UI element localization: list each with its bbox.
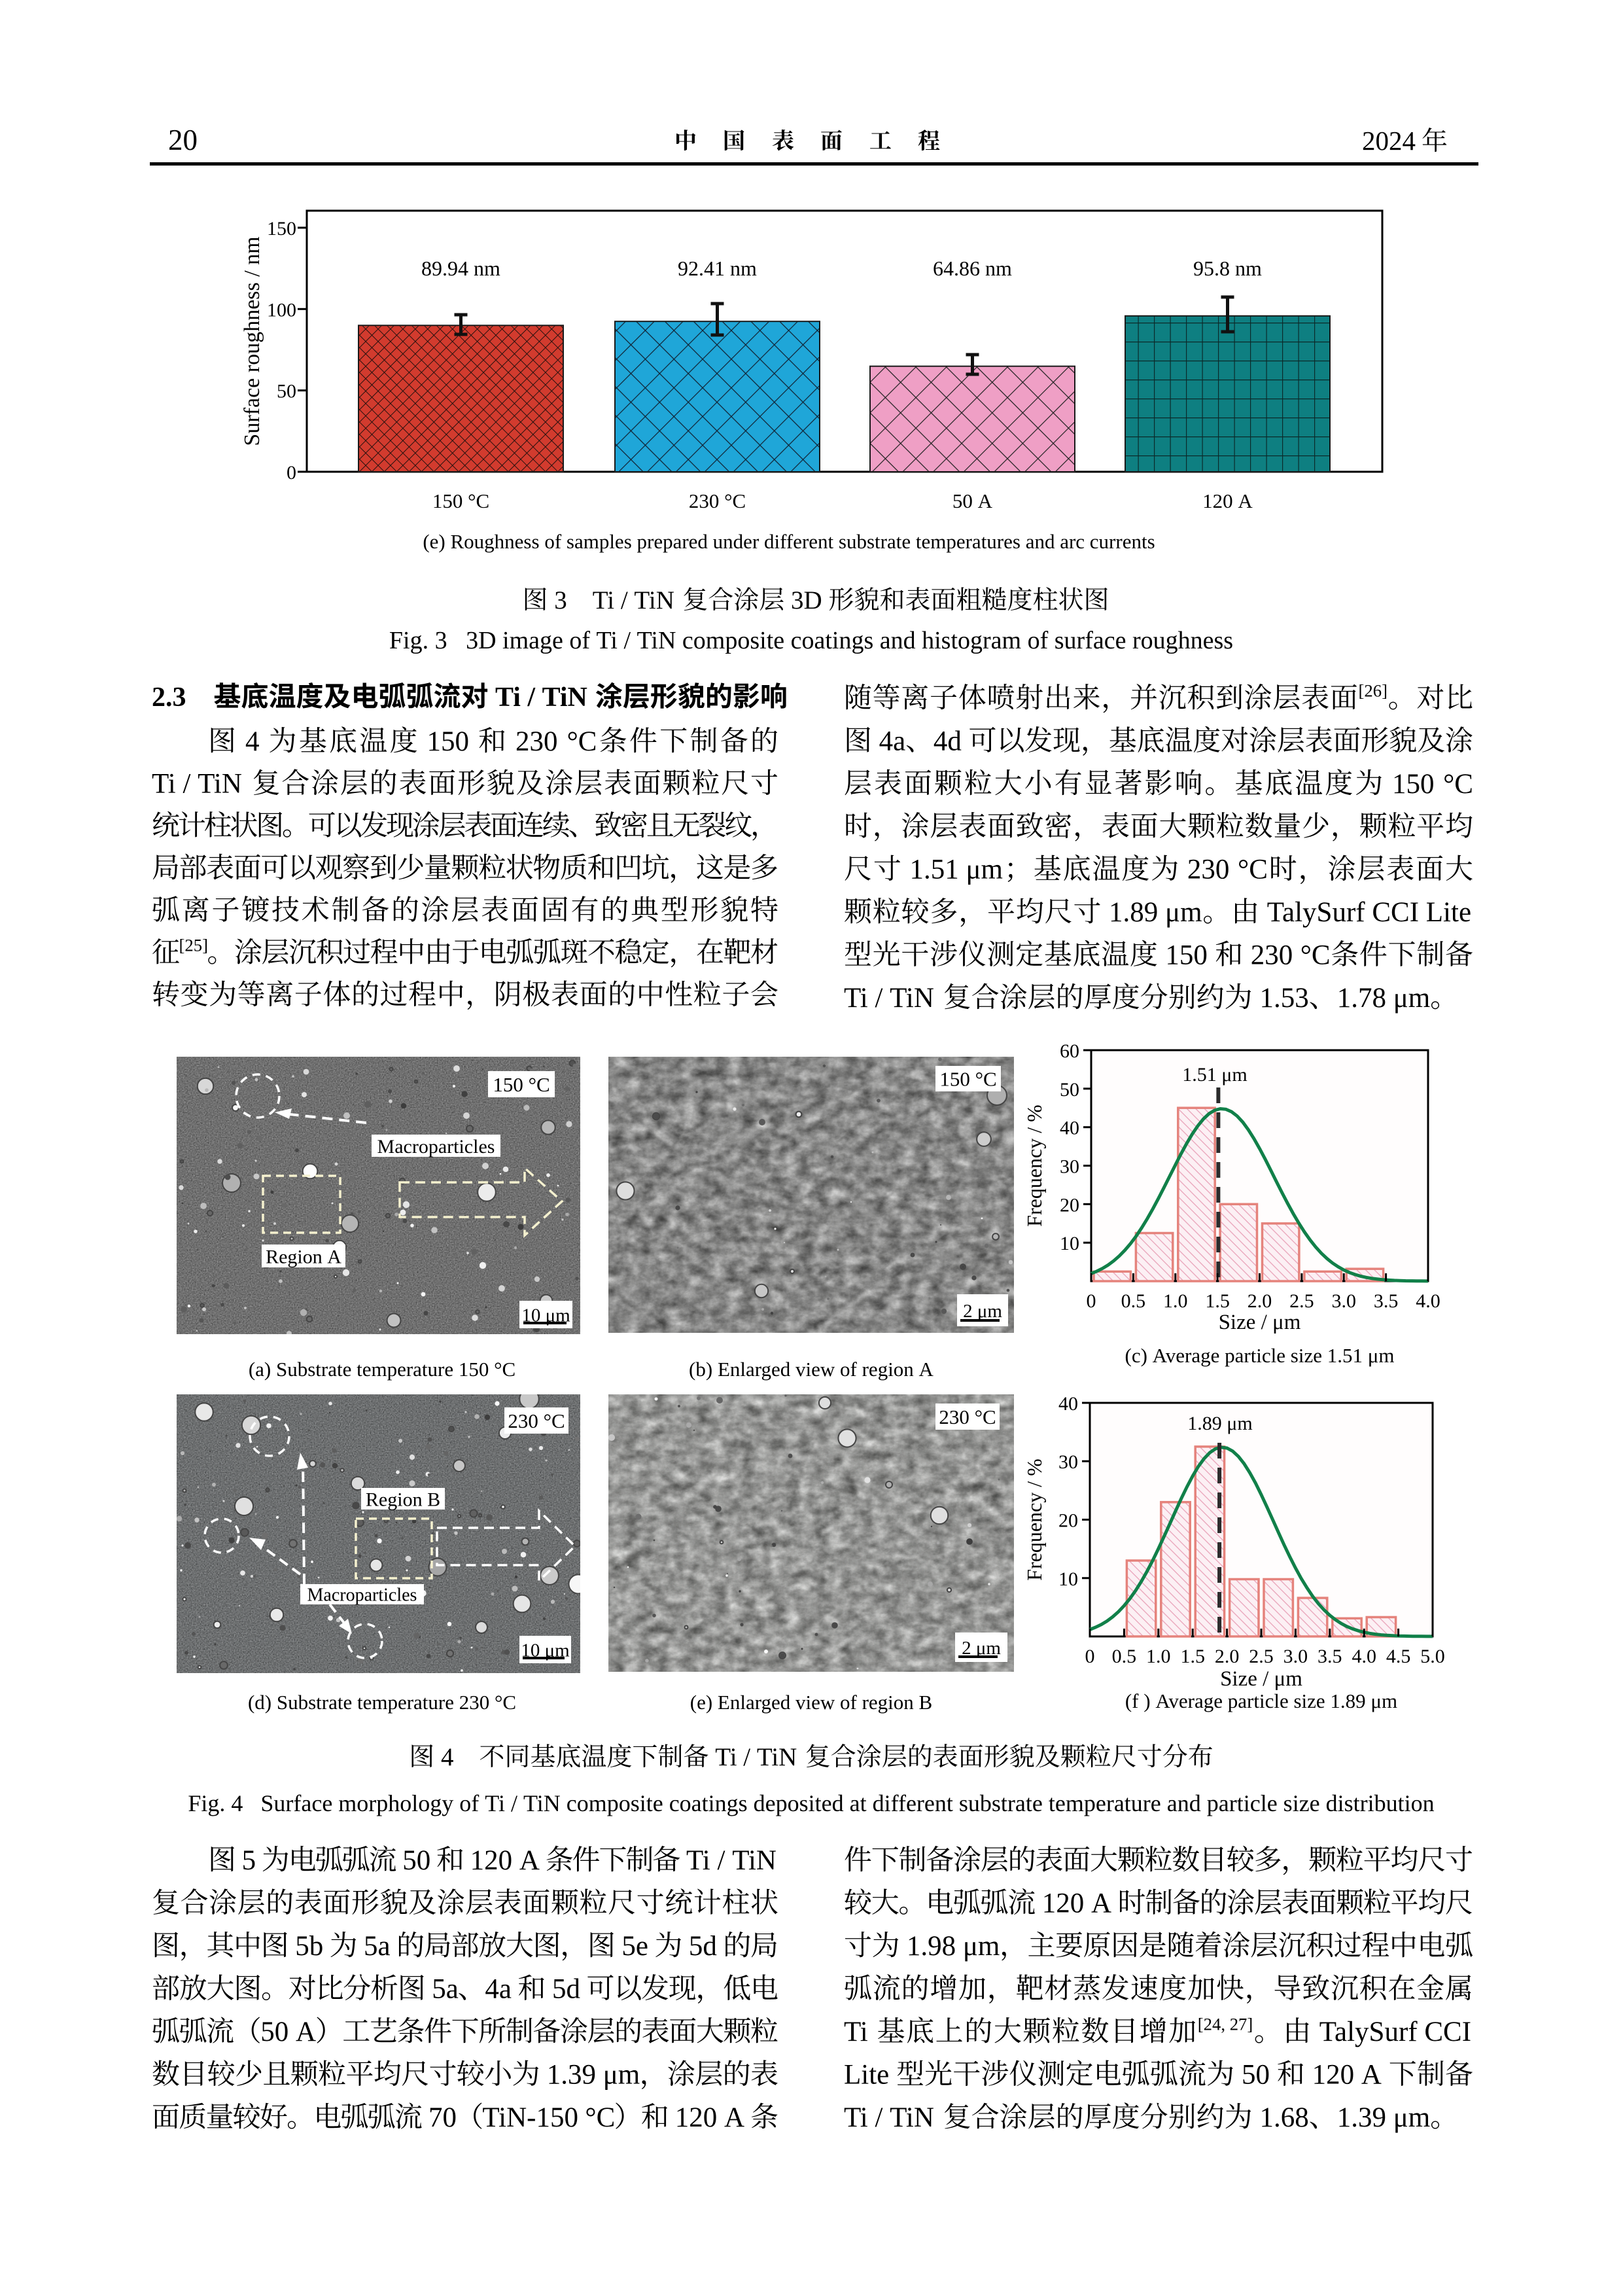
svg-text:1.39 μm: 1.39 μm [540,2060,640,2091]
svg-text:0.5: 0.5 [1121,1290,1146,1312]
svg-text:3.5: 3.5 [1374,1290,1399,1312]
svg-text:Ti / TiN: Ti / TiN [152,769,249,800]
svg-text:40: 40 [1060,1118,1079,1139]
svg-text:120 A: 120 A [1035,1888,1119,1919]
svg-text:150 °C: 150 °C [1385,769,1473,800]
svg-text:120 A: 120 A [1202,489,1253,512]
svg-text:Frequency / %: Frequency / % [1022,1104,1046,1227]
svg-text:Frequency / %: Frequency / % [1022,1458,1046,1581]
svg-text:89.94 nm: 89.94 nm [421,256,500,280]
svg-text:230 °C: 230 °C [939,1405,996,1428]
svg-text:3.5: 3.5 [1318,1646,1342,1667]
svg-text:5b 5a 5e 5d: 5b 5a 5e 5d [288,1931,724,1962]
svg-text:0: 0 [1085,1646,1095,1667]
svg-text:(b) Enlarged view of region A: (b) Enlarged view of region A [689,1358,934,1381]
svg-text:Fig. 3 3D image of Ti / TiN: Fig. 3 3D image of Ti / TiN composite co… [389,627,1233,654]
svg-text:Ti / TiN 1.681.39 μm: Ti / TiN 1.68 1.39 μm [844,2102,1430,2133]
svg-text:(c) Average particle size 1.51: (c) Average particle size 1.51 μm [1125,1344,1395,1367]
svg-text:1.5: 1.5 [1180,1646,1205,1667]
svg-text:150 °C: 150 °C [493,1073,550,1096]
svg-text:0.5: 0.5 [1112,1646,1137,1667]
svg-text:Size / μm: Size / μm [1219,1311,1301,1334]
svg-text:[26]: [26] [1359,681,1387,701]
svg-text:Macroparticles: Macroparticles [307,1585,417,1606]
svg-text:0: 0 [287,462,296,484]
svg-text:Macroparticles: Macroparticles [377,1136,495,1157]
svg-text:2.0: 2.0 [1248,1290,1272,1312]
svg-text:2 μm: 2 μm [963,1301,1002,1322]
svg-text:230 °C: 230 °C [689,489,746,512]
svg-text:1.89 μm: 1.89 μm [1187,1413,1252,1434]
svg-text:10: 10 [1060,1233,1079,1254]
svg-text:(a) Substrate temperature 150: (a) Substrate temperature 150 °C [249,1358,515,1381]
svg-text:20: 20 [168,124,198,156]
svg-text:Fig. 4 Surface morphology of: Fig. 4 Surface morphology of Ti / TiN co… [188,1790,1434,1816]
svg-text:5.0: 5.0 [1420,1646,1445,1667]
svg-text:150 °C: 150 °C [939,1068,996,1091]
svg-text:Region B: Region B [366,1489,440,1510]
svg-text:5 50 120 A Ti / TiN: 5 50 120 A Ti / TiN [235,1845,777,1876]
svg-text:Ti / TiN 1.531.78 μm: Ti / TiN 1.53 1.78 μm [844,983,1430,1014]
svg-text:4 Ti / TiN: 4 Ti / TiN [434,1743,803,1771]
svg-text:30: 30 [1058,1451,1078,1473]
svg-text:1.0: 1.0 [1146,1646,1171,1667]
svg-text:(d) Substrate temperature 230: (d) Substrate temperature 230 °C [248,1691,516,1714]
svg-text:3.0: 3.0 [1331,1290,1356,1312]
svg-text:50 A: 50 A [952,489,993,512]
svg-text:2.3 Ti / TiN: 2.3 Ti / TiN [152,682,594,713]
svg-text:(e) Roughness of samples prepa: (e) Roughness of samples prepared under … [423,530,1155,553]
svg-text:60: 60 [1060,1040,1079,1062]
svg-text:4.5: 4.5 [1386,1646,1411,1667]
svg-text:50: 50 [277,381,296,402]
svg-text:2.5: 2.5 [1289,1290,1314,1312]
svg-text:92.41 nm: 92.41 nm [678,256,757,280]
svg-text:50 A: 50 A [260,2017,316,2047]
svg-text:(f ) Average particle size 1.8: (f ) Average particle size 1.89 μm [1125,1689,1397,1712]
svg-text:3Ti / TiN 3D: 3 Ti / TiN 3D [548,586,829,614]
svg-text:2.0: 2.0 [1215,1646,1240,1667]
svg-text:150 °C: 150 °C [432,489,489,512]
svg-text:20: 20 [1060,1194,1079,1216]
svg-text:20: 20 [1058,1510,1078,1532]
svg-text:230 °C: 230 °C [508,1409,565,1432]
svg-text:2024: 2024 [1362,126,1416,156]
svg-text:2.5: 2.5 [1249,1646,1274,1667]
svg-text:2 μm: 2 μm [962,1638,1001,1659]
svg-text:1.51 μm: 1.51 μm [1182,1064,1247,1086]
svg-text:100: 100 [267,299,296,321]
svg-text:1.51 μm 230 °C: 1.51 μm 230 °C [903,855,1268,885]
svg-text:Surface roughness / nm: Surface roughness / nm [240,236,264,446]
svg-text:1.5: 1.5 [1205,1290,1230,1312]
svg-text:3.0: 3.0 [1283,1646,1308,1667]
svg-text:150 230 °C: 150 230 °C [1159,940,1331,970]
svg-text:0: 0 [1087,1290,1096,1312]
svg-text:Lite 50 120 A: Lite 50 120 A [844,2060,1389,2091]
svg-text:4 150 230 °C: 4 150 230 °C [238,726,597,757]
svg-text:Ti [24, 27] TalySurf CCI: Ti [24, 27] TalySurf CCI [844,2015,1471,2047]
svg-text:1.0: 1.0 [1163,1290,1188,1312]
svg-text:150: 150 [267,218,296,239]
svg-text:64.86 nm: 64.86 nm [933,256,1012,280]
svg-text:4.0: 4.0 [1352,1646,1376,1667]
svg-text:[25]: [25] [179,936,208,955]
svg-text:40: 40 [1058,1393,1078,1415]
svg-text:Size / μm: Size / μm [1220,1667,1302,1691]
svg-text:50: 50 [1060,1079,1079,1101]
svg-text:95.8 nm: 95.8 nm [1193,256,1262,280]
svg-text:(e) Enlarged view of region B: (e) Enlarged view of region B [690,1691,932,1714]
svg-text:1.89 μm TalySurf CCI Lite: 1.89 μm TalySurf CCI Lite [1102,897,1471,928]
svg-text:Region A: Region A [266,1246,341,1267]
svg-text:1.98 μm: 1.98 μm [899,1931,1000,1962]
svg-text:10: 10 [1058,1568,1078,1590]
svg-text:30: 30 [1060,1156,1079,1178]
svg-text:4.0: 4.0 [1416,1290,1440,1312]
